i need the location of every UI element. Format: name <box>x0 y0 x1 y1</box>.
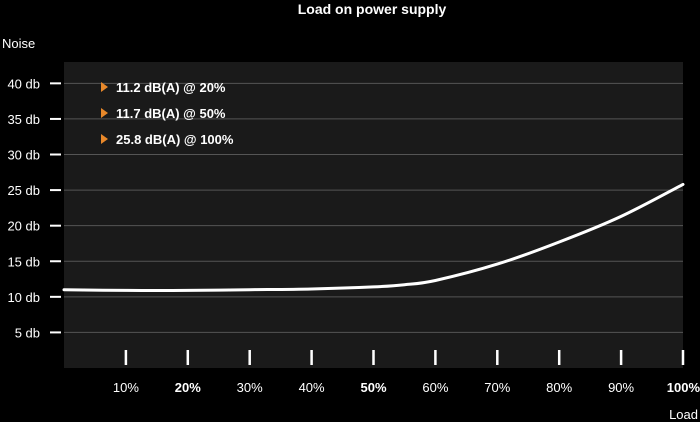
plot-area: 5 db 10 db 15 db 20 db 25 db 30 db 35 db 40 db 1… <box>7 62 700 395</box>
x-tick-label: 10% <box>113 380 139 395</box>
y-tick-label: 5 db <box>15 325 40 340</box>
y-tick-label: 30 db <box>7 148 40 163</box>
y-tick-label: 40 db <box>7 76 40 91</box>
annotation-label: 11.7 dB(A) @ 50% <box>116 106 226 121</box>
y-tick-label: 15 db <box>7 254 40 269</box>
x-tick-label: 60% <box>422 380 448 395</box>
x-tick-label: 20% <box>175 380 201 395</box>
x-tick-label: 50% <box>360 380 386 395</box>
x-tick-label: 70% <box>484 380 510 395</box>
x-tick-label: 90% <box>608 380 634 395</box>
noise-series-line <box>62 182 685 293</box>
x-tick-label: 40% <box>299 380 325 395</box>
annotation-bullet-icon <box>101 82 108 92</box>
y-tick-label: 35 db <box>7 112 40 127</box>
plot-background <box>64 62 683 368</box>
x-tick-label: 30% <box>237 380 263 395</box>
y-axis-label: Noise <box>2 36 35 51</box>
annotation-bullet-icon <box>101 108 108 118</box>
y-tick-label: 25 db <box>7 183 40 198</box>
chart-title: Load on power supply <box>298 1 447 17</box>
annotation-label: 11.2 dB(A) @ 20% <box>116 80 226 95</box>
y-tick-label: 10 db <box>7 290 40 305</box>
y-tick-label: 20 db <box>7 219 40 234</box>
x-tick-label: 100% <box>667 380 700 395</box>
x-tick-label: 80% <box>546 380 572 395</box>
annotation-label: 25.8 dB(A) @ 100% <box>116 132 234 147</box>
x-axis-label: Load <box>669 407 698 422</box>
annotation-bullet-icon <box>101 134 108 144</box>
